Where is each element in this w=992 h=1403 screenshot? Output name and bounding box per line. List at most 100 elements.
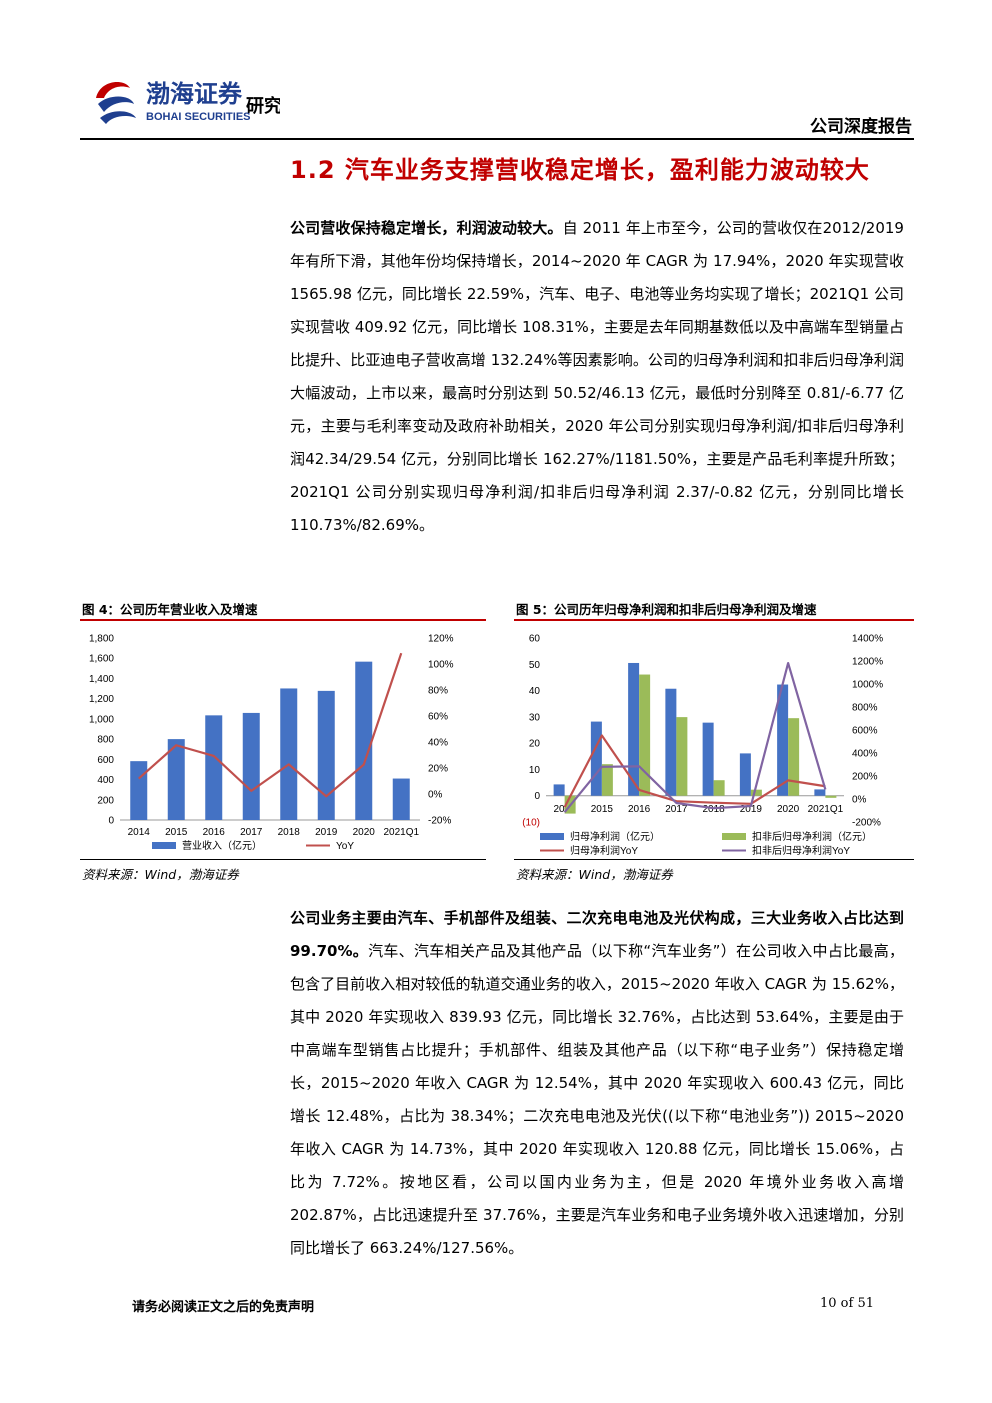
paragraph-body: 自 2011 年上市至今，公司的营收仅在2012/2019 年有所下滑，其他年份…	[290, 219, 904, 534]
bar-1	[130, 761, 148, 820]
logo-cn-text: 渤海证券	[146, 80, 243, 108]
left-axis-tick-label: 60	[529, 634, 541, 645]
institute-text: 研究所	[246, 95, 280, 116]
x-axis-tick-label: 2016	[628, 804, 651, 815]
legend-label: 营业收入（亿元）	[182, 839, 262, 852]
left-axis-tick-label: 1,600	[89, 654, 114, 665]
bohai-logo: 渤海证券 BOHAI SECURITIES 研究所	[90, 74, 300, 128]
bar-1	[392, 778, 410, 820]
series-line-1	[563, 734, 826, 808]
x-axis-tick-label: 2014	[128, 827, 151, 838]
figure-5-title-rule	[514, 619, 914, 621]
x-axis-tick-label: 2020	[777, 804, 800, 815]
left-axis-tick-label: 0	[108, 816, 114, 827]
bohai-logo-icon: 渤海证券 BOHAI SECURITIES 研究所	[96, 80, 300, 124]
bar-1	[628, 662, 640, 796]
bar-1	[739, 753, 751, 796]
right-axis-tick-label: 80%	[428, 686, 448, 697]
profit-chart: (10) 0 10 20 30 40 50 60 -200% 0% 200% 400% 600% 800%…	[522, 634, 883, 858]
section-title: 1.2 汽车业务支撑营收稳定增长，盈利能力波动较大	[290, 156, 870, 184]
right-axis-tick-label: 60%	[428, 712, 448, 723]
x-axis-tick-label: 2021Q1	[383, 827, 419, 838]
revenue-chart: 0 200 400 600 800 1,000 1,200 1,400 1,600 1,800 -2…	[89, 634, 454, 853]
left-axis-tick-label: 1,000	[89, 714, 114, 725]
bar-1	[814, 789, 826, 796]
footer-disclaimer: 请务必阅读正文之后的免责声明	[132, 1300, 315, 1315]
figure-5-bottom-rule	[514, 859, 914, 860]
legend-label: 扣非后归母净利润（亿元）	[752, 830, 872, 843]
right-axis-tick-label: 40%	[428, 738, 448, 749]
series-line-1	[138, 652, 403, 798]
left-axis-tick-label: 600	[97, 755, 114, 766]
right-axis-tick-label: -200%	[852, 818, 881, 829]
figure-4-source: 资料来源：Wind，渤海证券	[82, 867, 239, 882]
left-axis-tick-label: 1,400	[89, 674, 114, 685]
bar-1	[167, 739, 185, 820]
bar-2	[601, 764, 613, 796]
bar-1	[280, 688, 298, 820]
left-axis-tick-label: 800	[97, 735, 114, 746]
bar-2	[825, 795, 837, 798]
bar-2	[750, 789, 762, 796]
legend-swatch	[152, 842, 176, 849]
x-axis-tick-label: 2020	[353, 827, 376, 838]
x-axis-tick-label: 2019	[740, 804, 763, 815]
legend-swatch	[722, 833, 746, 840]
left-axis-tick-label: 10	[529, 765, 541, 776]
right-axis-tick-label: 20%	[428, 764, 448, 775]
legend-label: 扣非后归母净利润YoY	[752, 844, 850, 857]
paragraph-body: 汽车、汽车相关产品及其他产品（以下称“汽车业务”）在公司收入中占比最高，包含了目…	[290, 942, 904, 1257]
figure-5-title: 图 5：公司历年归母净利润和扣非后归母净利润及增速	[516, 602, 817, 617]
right-axis-tick-label: 800%	[852, 703, 878, 714]
left-axis-tick-label: 0	[534, 791, 540, 802]
right-axis-tick-label: 600%	[852, 726, 878, 737]
left-axis-tick-label: 40	[529, 686, 541, 697]
bar-1	[317, 690, 335, 820]
header-divider	[80, 138, 914, 140]
legend-swatch	[540, 833, 564, 840]
x-axis-tick-label: 2015	[591, 804, 614, 815]
left-axis-tick-label: 400	[97, 775, 114, 786]
left-axis-tick-label: 30	[529, 712, 541, 723]
figure-4-bottom-rule	[80, 859, 486, 860]
right-axis-tick-label: 0%	[428, 790, 443, 801]
left-axis-tick-label: 200	[97, 795, 114, 806]
bar-2	[676, 717, 688, 796]
left-axis-tick-label: (10)	[522, 818, 540, 829]
x-axis-tick-label: 2019	[315, 827, 338, 838]
x-axis-tick-label: 2015	[165, 827, 188, 838]
x-axis-tick-label: 2021Q1	[808, 804, 844, 815]
right-axis-tick-label: 1000%	[852, 680, 883, 691]
report-type: 公司深度报告	[810, 117, 912, 137]
paragraph-lead: 公司营收保持稳定增长，利润波动较大。	[290, 219, 563, 237]
bar-2	[788, 718, 800, 796]
legend-label: 归母净利润（亿元）	[570, 830, 660, 843]
figure-4-title-rule	[80, 619, 486, 621]
x-axis-tick-label: 2018	[278, 827, 301, 838]
right-axis-tick-label: 120%	[428, 634, 454, 645]
right-axis-tick-label: 200%	[852, 772, 878, 783]
bar-2	[639, 674, 651, 796]
bar-1	[777, 684, 789, 796]
right-axis-tick-label: 1400%	[852, 634, 883, 645]
x-axis-tick-label: 2017	[240, 827, 263, 838]
legend-label: 归母净利润YoY	[570, 844, 638, 857]
right-axis-tick-label: 400%	[852, 749, 878, 760]
bar-1	[665, 688, 677, 796]
left-axis-tick-label: 20	[529, 739, 541, 750]
right-axis-tick-label: -20%	[428, 816, 451, 827]
left-axis-tick-label: 50	[529, 660, 541, 671]
paragraph-revenue: 公司营收保持稳定增长，利润波动较大。自 2011 年上市至今，公司的营收仅在20…	[290, 212, 904, 542]
figure-5-source: 资料来源：Wind，渤海证券	[516, 867, 673, 882]
x-axis-tick-label: 2018	[703, 804, 726, 815]
right-axis-tick-label: 1200%	[852, 657, 883, 668]
logo-en-text: BOHAI SECURITIES	[146, 111, 251, 123]
series-line-2	[563, 661, 827, 813]
bar-1	[702, 722, 714, 796]
bar-1	[553, 784, 565, 796]
legend-label: YoY	[336, 841, 354, 852]
bar-1	[590, 721, 602, 796]
left-axis-tick-label: 1,800	[89, 634, 114, 645]
paragraph-business-mix: 公司业务主要由汽车、手机部件及组装、二次充电电池及光伏构成，三大业务收入占比达到…	[290, 902, 904, 1265]
bar-1	[355, 661, 373, 820]
